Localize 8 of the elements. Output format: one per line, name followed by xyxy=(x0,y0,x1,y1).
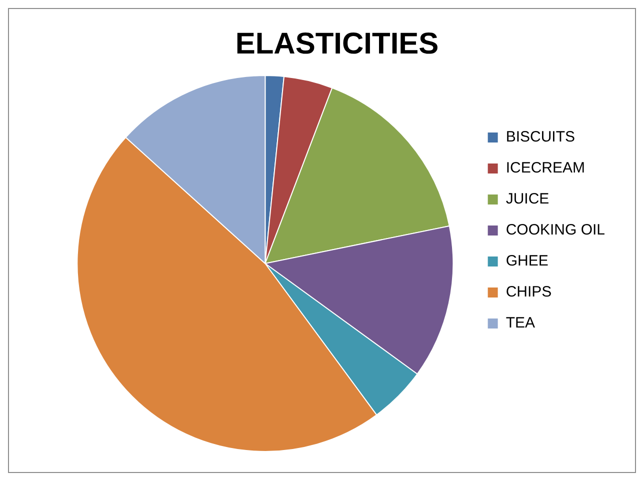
legend-label: CHIPS xyxy=(506,284,552,301)
legend-label: ICECREAM xyxy=(506,160,586,177)
legend-label: JUICE xyxy=(506,190,550,208)
chart-title: ELASTICITIES xyxy=(235,27,439,60)
legend-label: GHEE xyxy=(506,252,548,270)
legend-label: TEA xyxy=(506,314,536,332)
legend-label: COOKING OIL xyxy=(506,222,606,239)
legend-label: BISCUITS xyxy=(506,128,576,146)
